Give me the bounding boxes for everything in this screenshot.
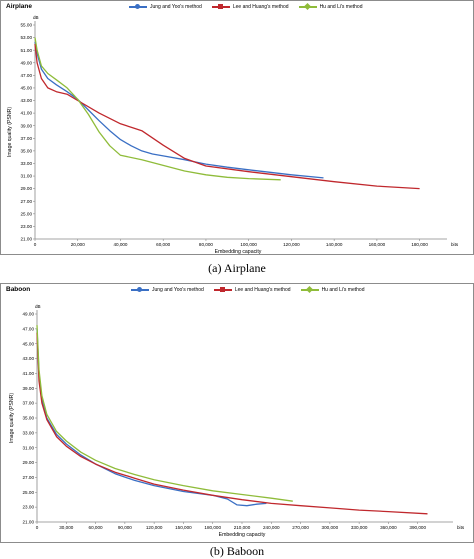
legend-label: Jung and Yoo's method [150, 4, 202, 10]
x-tick-label: 0 [36, 525, 39, 530]
y-tick-label: 35.00 [21, 148, 33, 153]
x-tick-label: 20,000 [71, 242, 85, 247]
y-tick-label: 39.00 [21, 123, 33, 128]
legend-swatch [131, 287, 149, 292]
y-tick-label: 31.00 [21, 174, 33, 179]
series-line-1 [34, 41, 324, 179]
x-axis-label: Embedding capacity [215, 249, 262, 254]
series-line-2 [34, 43, 420, 190]
x-axis-label: Embedding capacity [219, 532, 266, 538]
y-tick-label: 31.00 [23, 445, 35, 450]
x-tick-label: 180,000 [411, 242, 428, 247]
y-tick-label: 21.00 [21, 237, 33, 242]
y-tick-label: 33.00 [23, 430, 35, 435]
figure-caption: (a) Airplane [208, 261, 266, 275]
y-axis-label: Image quality (PSNR) [7, 107, 13, 157]
legend-item: Lee and Huang's method [213, 287, 291, 293]
chart-plot-airplane: 21.00 23.00 25.00 27.00 29.00 31.00 33.00 35.00… [7, 15, 459, 254]
y-tick-label: 23.00 [23, 505, 35, 510]
y-tick-label: 53.00 [21, 35, 33, 40]
y-tick-label: 33.00 [21, 161, 33, 166]
x-tick-label: 0 [34, 242, 37, 247]
y-tick-label: 47.00 [23, 326, 35, 331]
y-tick-label: 41.00 [21, 111, 33, 116]
legend-item: Jung and Yoo's method [131, 287, 204, 293]
x-tick-label: 270,000 [292, 525, 309, 530]
y-tick-label: 27.00 [21, 199, 33, 204]
legend-item: Lee and Huang's method [211, 4, 289, 10]
y-tick-label: 45.00 [21, 86, 33, 91]
x-tick-label: 120,000 [146, 525, 163, 530]
figure-caption: (b) Baboon [209, 544, 265, 558]
legend-label: Jung and Yoo's method [152, 287, 204, 293]
x-tick-label: 300,000 [322, 525, 339, 530]
legend-swatch [300, 285, 319, 294]
x-tick-label: 80,000 [199, 242, 213, 247]
x-tick-label: 40,000 [113, 242, 127, 247]
chart-panel-airplane: Airplane Jung and Yoo's method Lee and H… [0, 0, 474, 255]
x-tick-label: 240,000 [263, 525, 280, 530]
series-line-3 [34, 37, 281, 181]
x-tick-label: 30,000 [59, 525, 73, 530]
y-tick-label: 37.00 [23, 401, 35, 406]
chart-legend: Jung and Yoo's method Lee and Huang's me… [131, 285, 365, 294]
legend-label: Lee and Huang's method [232, 4, 289, 10]
x-tick-label: 120,000 [283, 242, 300, 247]
y-tick-label: 23.00 [21, 224, 33, 229]
y-tick-label: 35.00 [23, 416, 35, 421]
legend-item: Jung and Yoo's method [129, 4, 202, 10]
x-tick-label: 330,000 [351, 525, 368, 530]
legend-label: Hu and Li's method [319, 4, 363, 10]
y-tick-label: 29.00 [23, 460, 35, 465]
y-tick-label: 25.00 [21, 211, 33, 216]
y-tick-label: 55.00 [21, 23, 33, 28]
series-line-3 [36, 325, 293, 502]
chart-panel-baboon: Baboon Jung and Yoo's method Lee and Hua… [0, 283, 474, 543]
x-unit-label: bits [451, 242, 459, 247]
y-tick-label: 21.00 [23, 520, 35, 525]
y-axis-label: Image quality (PSNR) [9, 393, 15, 443]
x-tick-label: 90,000 [118, 525, 132, 530]
y-unit-label: dB [33, 15, 39, 20]
y-tick-label: 39.00 [23, 386, 35, 391]
y-tick-label: 41.00 [23, 371, 35, 376]
legend-swatch [213, 287, 232, 292]
legend-label: Hu and Li's method [321, 287, 365, 293]
y-tick-label: 45.00 [23, 341, 35, 346]
x-tick-label: 390,000 [409, 525, 426, 530]
x-tick-label: 60,000 [89, 525, 103, 530]
y-tick-label: 43.00 [23, 356, 35, 361]
y-tick-label: 47.00 [21, 73, 33, 78]
x-tick-label: 160,000 [369, 242, 386, 247]
x-tick-label: 360,000 [380, 525, 397, 530]
x-tick-label: 180,000 [204, 525, 221, 530]
series-line-2 [36, 332, 428, 515]
x-tick-label: 60,000 [156, 242, 170, 247]
x-tick-label: 140,000 [326, 242, 343, 247]
x-tick-label: 210,000 [234, 525, 251, 530]
y-tick-label: 49.00 [23, 312, 35, 317]
y-tick-label: 49.00 [21, 60, 33, 65]
x-tick-label: 150,000 [175, 525, 192, 530]
legend-item: Hu and Li's method [300, 285, 365, 294]
x-unit-label: bits [457, 525, 465, 530]
legend-swatch [211, 4, 230, 9]
chart-plot-baboon: 21.00 23.00 25.00 27.00 29.00 31.00 33.00 35.00… [9, 304, 465, 538]
y-tick-label: 37.00 [21, 136, 33, 141]
y-tick-label: 25.00 [23, 490, 35, 495]
legend-swatch [129, 4, 147, 9]
legend-label: Lee and Huang's method [234, 287, 291, 293]
y-tick-label: 27.00 [23, 475, 35, 480]
y-tick-label: 43.00 [21, 98, 33, 103]
y-tick-label: 29.00 [21, 186, 33, 191]
x-tick-label: 100,000 [240, 242, 257, 247]
chart-title: Baboon [6, 286, 31, 293]
chart-legend: Jung and Yoo's method Lee and Huang's me… [129, 2, 363, 11]
chart-title: Airplane [6, 3, 33, 10]
y-tick-label: 51.00 [21, 48, 33, 53]
legend-swatch [298, 2, 317, 11]
legend-item: Hu and Li's method [298, 2, 363, 11]
y-unit-label: dB [35, 304, 41, 309]
